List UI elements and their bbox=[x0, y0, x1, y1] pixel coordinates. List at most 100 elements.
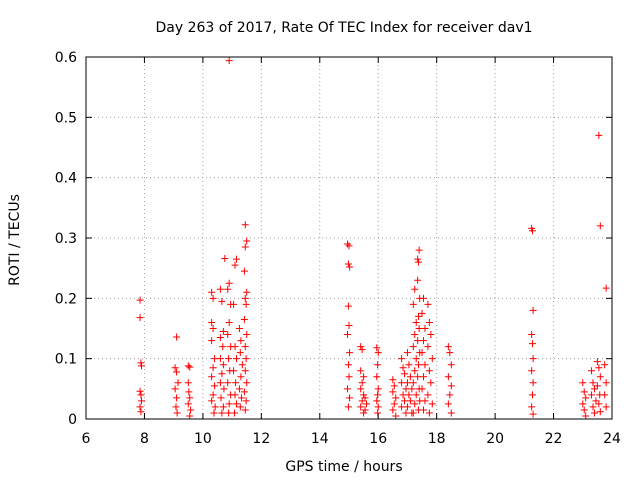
data-point bbox=[238, 361, 246, 369]
x-tick-label: 18 bbox=[428, 431, 446, 447]
data-point bbox=[579, 400, 587, 408]
data-point bbox=[409, 343, 417, 351]
data-point bbox=[593, 382, 601, 390]
data-point bbox=[235, 325, 243, 332]
data-point bbox=[208, 373, 216, 381]
data-point bbox=[346, 349, 354, 357]
data-point bbox=[136, 296, 144, 304]
data-point bbox=[415, 312, 423, 320]
data-point bbox=[216, 355, 224, 363]
x-tick-label: 8 bbox=[140, 431, 149, 447]
data-point bbox=[357, 403, 365, 411]
data-point bbox=[361, 406, 369, 414]
data-point bbox=[224, 331, 232, 339]
data-point bbox=[173, 394, 181, 402]
data-point bbox=[425, 318, 433, 326]
data-point bbox=[374, 403, 382, 411]
data-point bbox=[184, 400, 192, 408]
x-tick-label: 16 bbox=[369, 431, 387, 447]
x-tick-label: 12 bbox=[252, 431, 270, 447]
data-points bbox=[136, 57, 610, 420]
data-point bbox=[588, 391, 596, 399]
data-point bbox=[209, 364, 217, 372]
data-point bbox=[592, 397, 600, 405]
data-point bbox=[411, 367, 419, 375]
data-point bbox=[421, 361, 429, 369]
data-point bbox=[184, 379, 192, 387]
data-point bbox=[582, 394, 590, 402]
data-point bbox=[344, 260, 352, 268]
data-point bbox=[241, 343, 249, 351]
data-point bbox=[412, 318, 420, 326]
x-tick-label: 10 bbox=[194, 431, 212, 447]
data-point bbox=[602, 379, 610, 387]
data-point bbox=[373, 344, 381, 352]
data-point bbox=[345, 321, 353, 329]
data-point bbox=[232, 355, 240, 363]
data-point bbox=[209, 325, 217, 332]
data-point bbox=[424, 300, 432, 308]
y-tick-label: 0.3 bbox=[55, 231, 77, 247]
data-point bbox=[171, 385, 179, 393]
data-point bbox=[374, 349, 382, 357]
data-point bbox=[421, 397, 429, 405]
data-point bbox=[186, 412, 194, 420]
data-point bbox=[392, 394, 400, 402]
data-point bbox=[595, 364, 603, 372]
data-point bbox=[208, 288, 216, 296]
data-point bbox=[211, 382, 219, 390]
data-point bbox=[427, 331, 435, 339]
data-point bbox=[211, 403, 219, 411]
data-point bbox=[582, 412, 590, 420]
x-axis-ticks: 6 8 10 12 14 16 18 20 22 24 bbox=[82, 57, 621, 447]
data-point bbox=[230, 367, 238, 375]
data-point bbox=[421, 325, 429, 332]
data-point bbox=[243, 237, 251, 245]
data-point bbox=[415, 258, 423, 266]
data-point bbox=[242, 300, 250, 308]
data-point bbox=[184, 362, 192, 370]
data-point bbox=[345, 242, 353, 250]
data-point bbox=[418, 309, 426, 317]
data-point bbox=[173, 409, 181, 417]
data-point bbox=[444, 400, 452, 408]
data-point bbox=[405, 391, 413, 399]
chart-title: Day 263 of 2017, Rate Of TEC Index for r… bbox=[155, 20, 532, 36]
data-point bbox=[136, 403, 144, 411]
data-point bbox=[358, 379, 366, 387]
data-point bbox=[595, 400, 603, 408]
plot-frame bbox=[85, 56, 613, 420]
data-point bbox=[401, 370, 409, 378]
data-point bbox=[420, 406, 428, 414]
data-point bbox=[399, 364, 407, 372]
data-point bbox=[219, 403, 227, 411]
data-point bbox=[447, 361, 455, 369]
grid-lines bbox=[86, 57, 612, 419]
data-point bbox=[172, 403, 180, 411]
data-point bbox=[447, 409, 455, 417]
data-point bbox=[221, 255, 229, 263]
data-point bbox=[237, 373, 245, 381]
data-point bbox=[373, 397, 381, 405]
data-point bbox=[399, 391, 407, 399]
data-point bbox=[344, 302, 352, 310]
data-point bbox=[174, 379, 182, 387]
data-point bbox=[529, 355, 537, 363]
data-point bbox=[241, 294, 249, 302]
data-point bbox=[420, 373, 428, 381]
data-point bbox=[374, 385, 382, 393]
data-point bbox=[358, 346, 366, 354]
data-point bbox=[357, 343, 365, 351]
data-point bbox=[187, 406, 195, 414]
data-point bbox=[225, 409, 233, 417]
data-point bbox=[403, 403, 411, 411]
y-tick-label: 0.4 bbox=[55, 171, 77, 187]
data-point bbox=[428, 400, 436, 408]
data-point bbox=[414, 255, 422, 263]
data-point bbox=[580, 406, 588, 414]
data-point bbox=[209, 391, 217, 399]
data-point bbox=[529, 410, 537, 418]
data-point bbox=[240, 388, 248, 396]
data-point bbox=[360, 391, 368, 399]
data-point bbox=[240, 315, 248, 323]
